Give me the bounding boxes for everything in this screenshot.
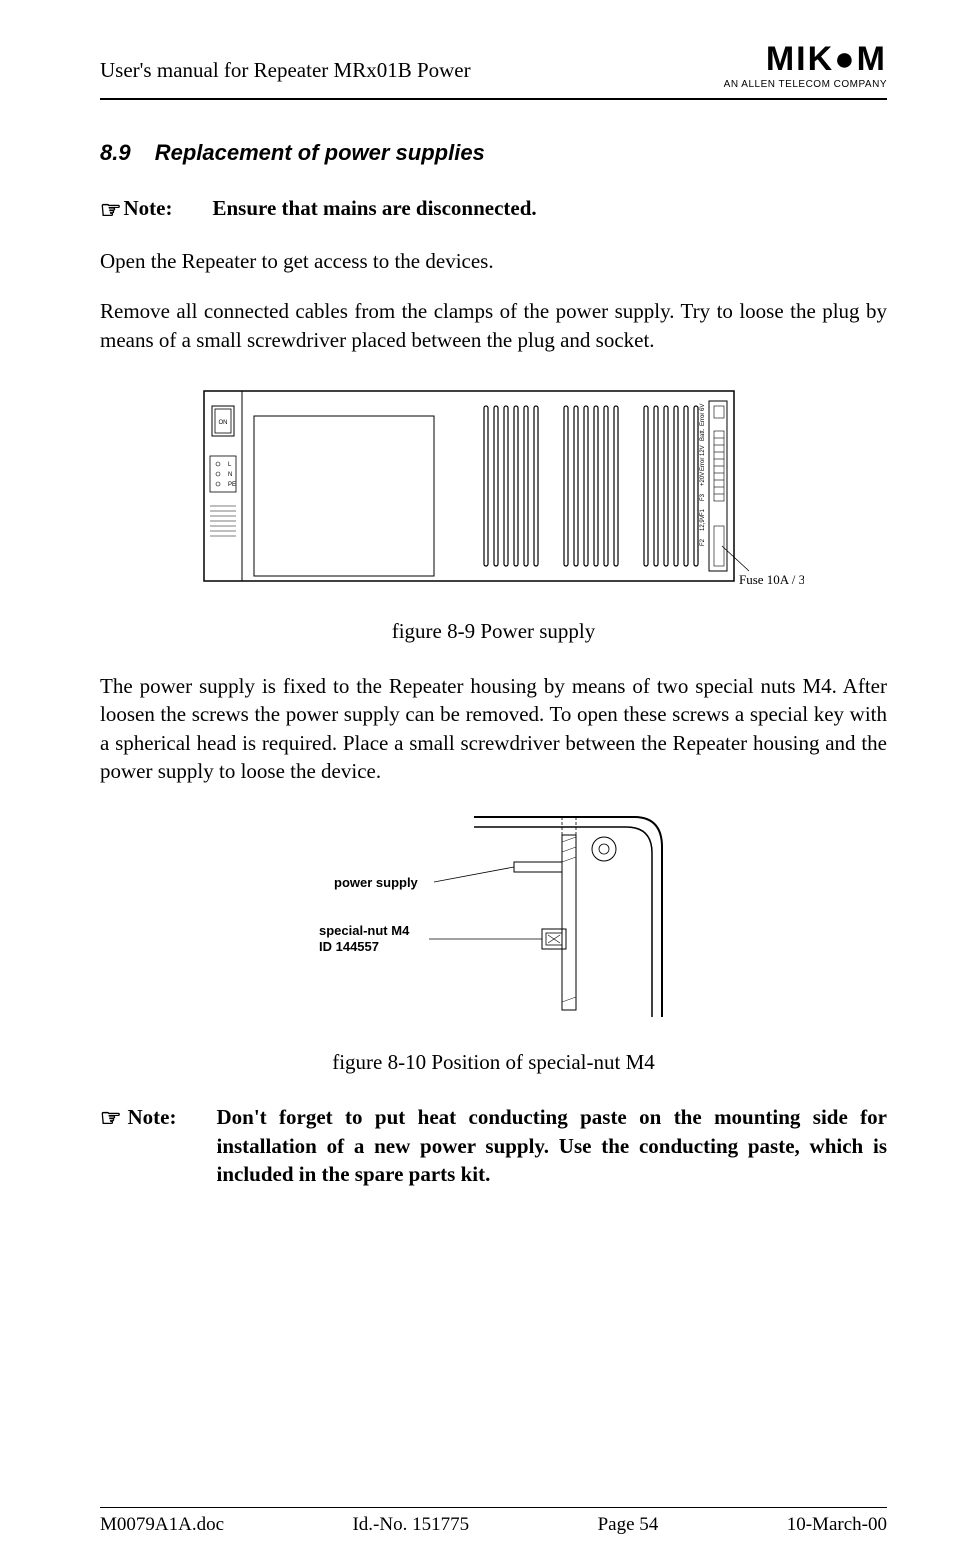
note-text: Ensure that mains are disconnected. bbox=[213, 196, 537, 225]
figure-8-9-caption: figure 8-9 Power supply bbox=[100, 619, 887, 644]
paragraph-fixed-housing: The power supply is fixed to the Repeate… bbox=[100, 672, 887, 785]
figure-special-nut: power supply special-nut M4 ID 144557 fi… bbox=[100, 807, 887, 1075]
svg-text:6V: 6V bbox=[700, 404, 706, 411]
svg-text:12V: 12V bbox=[700, 445, 706, 456]
svg-text:L: L bbox=[228, 462, 232, 468]
svg-text:N: N bbox=[228, 472, 232, 478]
logo-tagline: AN ALLEN TELECOM COMPANY bbox=[724, 79, 887, 90]
logo-main: MIK●M bbox=[724, 40, 887, 79]
label-power-supply: power supply bbox=[334, 875, 419, 890]
label-special-nut: special-nut M4 bbox=[319, 923, 410, 938]
label-id: ID 144557 bbox=[319, 939, 379, 954]
svg-text:+20V: +20V bbox=[700, 472, 706, 486]
section-title: Replacement of power supplies bbox=[155, 140, 485, 165]
svg-text:F1: F1 bbox=[700, 508, 706, 516]
footer-id: Id.-No. 151775 bbox=[352, 1514, 469, 1536]
svg-text:Error: Error bbox=[700, 458, 706, 471]
header-title: User's manual for Repeater MRx01B Power bbox=[100, 58, 471, 83]
note-heat-paste: ☞ Note: Don't forget to put heat conduct… bbox=[100, 1103, 887, 1188]
fuse-label: Fuse 10A / 35V bbox=[739, 572, 804, 587]
figure-power-supply: ON L N PE bbox=[100, 376, 887, 644]
paragraph-remove-cables: Remove all connected cables from the cla… bbox=[100, 297, 887, 354]
power-supply-diagram: ON L N PE bbox=[184, 376, 804, 606]
section-heading: 8.9 Replacement of power supplies bbox=[100, 140, 887, 166]
footer-date: 10-March-00 bbox=[787, 1514, 887, 1536]
svg-text:12,9V: 12,9V bbox=[700, 515, 706, 531]
svg-text:Batt.: Batt. bbox=[700, 428, 706, 441]
pointing-hand-icon: ☞ bbox=[100, 1103, 122, 1188]
note-label: Note: bbox=[128, 1103, 177, 1188]
svg-text:Error: Error bbox=[700, 413, 706, 426]
footer-doc: M0079A1A.doc bbox=[100, 1514, 224, 1536]
note-text: Don't forget to put heat conducting past… bbox=[217, 1103, 888, 1188]
figure-8-10-caption: figure 8-10 Position of special-nut M4 bbox=[100, 1050, 887, 1075]
svg-text:F3: F3 bbox=[700, 493, 706, 501]
page-header: User's manual for Repeater MRx01B Power … bbox=[100, 40, 887, 100]
on-label: ON bbox=[218, 420, 227, 426]
note-ensure-mains: ☞ Note: Ensure that mains are disconnect… bbox=[100, 196, 887, 225]
page-footer: M0079A1A.doc Id.-No. 151775 Page 54 10-M… bbox=[100, 1507, 887, 1536]
note-label: Note: bbox=[124, 196, 173, 225]
paragraph-open-repeater: Open the Repeater to get access to the d… bbox=[100, 247, 887, 275]
svg-text:F2: F2 bbox=[700, 538, 706, 546]
special-nut-diagram: power supply special-nut M4 ID 144557 bbox=[314, 807, 674, 1037]
section-number: 8.9 bbox=[100, 140, 131, 165]
pointing-hand-icon: ☞ bbox=[100, 196, 122, 225]
logo-block: MIK●M AN ALLEN TELECOM COMPANY bbox=[724, 40, 887, 90]
svg-text:PE: PE bbox=[228, 482, 236, 488]
footer-page: Page 54 bbox=[598, 1514, 659, 1536]
